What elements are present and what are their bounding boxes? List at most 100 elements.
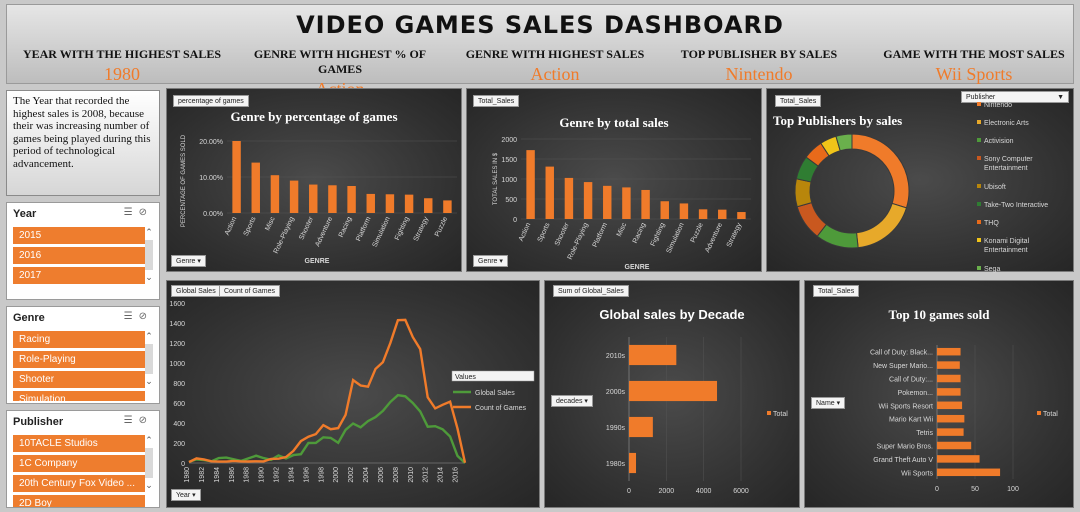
clear-filter-icon[interactable]: ⊘ (138, 415, 153, 426)
multi-select-icon[interactable]: ☰ (123, 311, 139, 322)
slicer-controls: ☰⊘ (124, 207, 153, 218)
y-tick-label: Mario Kart Wii (889, 417, 933, 424)
value-field-button[interactable]: Count of Games (219, 285, 280, 297)
scroll-thumb[interactable] (145, 344, 153, 374)
slicer-controls: ☰⊘ (124, 415, 153, 426)
y-tick-label: 1200 (169, 341, 185, 348)
clear-filter-icon[interactable]: ⊘ (138, 311, 153, 322)
x-tick-label: 0 (627, 488, 631, 495)
legend-label: Sega (984, 266, 1000, 273)
x-tick-label: Strategy (413, 215, 431, 242)
x-tick-label: 2006 (378, 467, 385, 483)
x-tick-label: Racing (632, 222, 648, 245)
y-tick-label: 200 (173, 441, 185, 448)
y-tick-label: Call of Duty:... (889, 377, 933, 384)
publisher-slicer[interactable]: Publisher ☰⊘ 10TACLE Studios 1C Company 20… (6, 410, 160, 508)
slicer-scrollbar[interactable]: ⌃ ⌄ (143, 331, 155, 387)
bar (622, 187, 631, 219)
genre-filter-button[interactable]: Genre ▾ (473, 255, 508, 267)
slicer-item-genre[interactable]: Shooter (13, 371, 145, 388)
legend-label: Activision (984, 138, 1014, 145)
multi-select-icon[interactable]: ☰ (123, 207, 139, 218)
decade-sales-panel: Sum of Global_Sales Global sales by Deca… (544, 280, 800, 508)
x-tick-label: 6000 (733, 488, 749, 495)
chart-title: Genre by total sales (559, 115, 669, 130)
x-tick-label: 2016 (453, 467, 460, 483)
slicer-item-publisher[interactable]: 10TACLE Studios (13, 435, 145, 452)
value-field-button[interactable]: Total_Sales (813, 285, 860, 297)
publisher-filter-button[interactable]: Publisher ▼ (961, 91, 1069, 103)
x-tick-label: Role-Playing (567, 222, 590, 261)
name-filter-button[interactable]: Name ▾ (811, 397, 846, 409)
bar (937, 468, 1001, 477)
x-tick-label: Action (518, 222, 533, 243)
year-filter-button[interactable]: Year ▾ (171, 489, 201, 501)
x-tick-label: Shooter (554, 221, 571, 247)
legend-swatch (977, 120, 981, 124)
legend-label: Konami Digital (984, 238, 1030, 245)
bar (937, 441, 972, 450)
slicer-item-genre[interactable]: Racing (13, 331, 145, 348)
sales-trend-panel: Global Sales Count of Games 0 200 400 600 80… (166, 280, 540, 508)
slicer-scrollbar[interactable]: ⌃ ⌄ (143, 227, 155, 283)
x-tick-label: 1982 (199, 467, 206, 483)
slicer-title: Year (13, 208, 37, 220)
scroll-thumb[interactable] (145, 448, 153, 478)
slicer-item-genre[interactable]: Role-Playing (13, 351, 145, 368)
genre-pct-chart: 0.00% 10.00% 20.00% Action Sports MiscRole-Pl… (181, 134, 457, 265)
legend-swatch (977, 184, 981, 188)
legend-label: Entertainment (984, 165, 1028, 172)
bar (347, 186, 356, 213)
decades-filter-button[interactable]: decades ▾ (551, 395, 593, 407)
slicer-item-year[interactable]: 2015 (13, 227, 145, 244)
y-tick-label: 400 (173, 421, 185, 428)
y-tick-label: 1000 (169, 361, 185, 368)
y-tick-label: 800 (173, 381, 185, 388)
bar (641, 189, 650, 219)
value-field-button[interactable]: Total_Sales (775, 95, 822, 107)
slicer-item-publisher[interactable]: 2D Boy (13, 495, 145, 507)
legend-label: Ubisoft (984, 184, 1006, 191)
y-tick-label: 1990s (606, 425, 626, 432)
scroll-up-icon[interactable]: ⌃ (145, 227, 153, 237)
slicer-item-year[interactable]: 2017 (13, 267, 145, 284)
slicer-item-publisher[interactable]: 20th Century Fox Video ... (13, 475, 145, 492)
scroll-thumb[interactable] (145, 240, 153, 270)
genre-sales-chart: 0 500 1000 1500 2000 Action Sports ShooterRole-… (493, 137, 751, 271)
scroll-down-icon[interactable]: ⌄ (145, 376, 153, 386)
x-tick-label: 2002 (348, 467, 355, 483)
slicer-item-genre[interactable]: Simulation (13, 391, 145, 401)
value-field-button[interactable]: Total_Sales (473, 95, 520, 107)
kpi-top-publisher: TOP PUBLISHER BY SALES Nintendo (659, 47, 859, 85)
x-tick-label: 1992 (274, 467, 281, 483)
slicer-item-publisher[interactable]: 1C Company (13, 455, 145, 472)
kpi-label: GAME WITH THE MOST SALES (883, 47, 1065, 61)
x-tick-label: 1996 (303, 467, 310, 483)
bar (232, 141, 241, 213)
bar (660, 201, 669, 219)
x-tick-label: 50 (971, 486, 979, 493)
slicer-controls: ☰⊘ (124, 311, 153, 322)
publishers-panel: Total_Sales Top Publishers by sales Publ… (766, 88, 1074, 273)
scroll-down-icon[interactable]: ⌄ (145, 480, 153, 490)
scroll-up-icon[interactable]: ⌃ (145, 331, 153, 341)
value-field-button[interactable]: percentage of games (173, 95, 249, 107)
scroll-up-icon[interactable]: ⌃ (145, 435, 153, 445)
genre-filter-button[interactable]: Genre ▾ (171, 255, 206, 267)
kpi-value: 1980 (104, 64, 140, 84)
clear-filter-icon[interactable]: ⊘ (138, 207, 153, 218)
scroll-down-icon[interactable]: ⌄ (145, 272, 153, 282)
slicer-header: Publisher ☰⊘ (7, 411, 159, 433)
bar (328, 185, 337, 213)
slicer-item-year[interactable]: 2016 (13, 247, 145, 264)
y-tick-label: 500 (505, 197, 517, 204)
genre-slicer[interactable]: Genre ☰⊘ Racing Role-Playing Shooter Simula… (6, 306, 160, 404)
slicer-scrollbar[interactable]: ⌃ ⌄ (143, 435, 155, 491)
bar (937, 401, 963, 410)
legend-swatch (977, 202, 981, 206)
slicer-title: Genre (13, 312, 45, 324)
multi-select-icon[interactable]: ☰ (123, 415, 139, 426)
x-tick-label: 2000 (659, 488, 675, 495)
year-slicer[interactable]: Year ☰⊘ 2015 2016 2017 ⌃ ⌄ (6, 202, 160, 300)
value-field-button[interactable]: Sum of Global_Sales (553, 285, 629, 297)
